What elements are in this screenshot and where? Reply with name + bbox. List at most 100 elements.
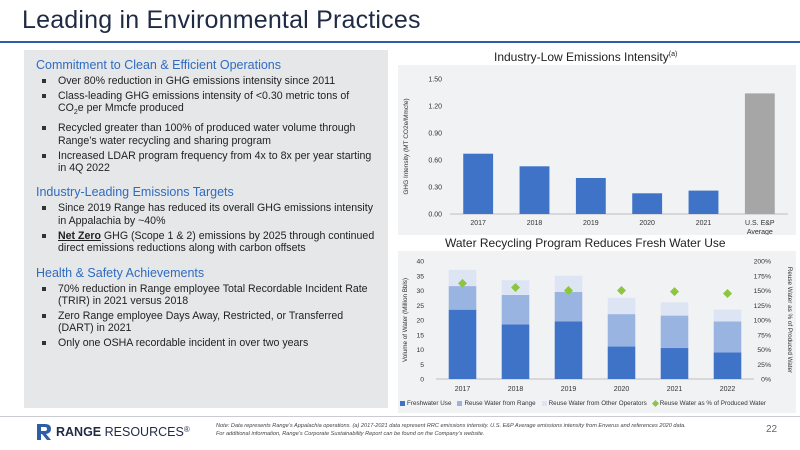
bullet-square-icon <box>42 206 46 211</box>
x-tick-label: Average <box>747 229 773 235</box>
footer-divider <box>0 416 800 417</box>
legend-diamond-icon <box>651 399 659 408</box>
legend-swatch <box>457 401 463 406</box>
x-tick-label: 2020 <box>614 386 630 393</box>
y2-tick-label: 150% <box>754 288 771 295</box>
reuse-pct-marker <box>564 286 573 295</box>
stack-segment <box>448 286 477 310</box>
reuse-pct-marker <box>617 286 626 295</box>
y-tick-label: 0.60 <box>428 158 442 165</box>
bullet-item: Over 80% reduction in GHG emissions inte… <box>36 75 376 87</box>
chart1-container: GHG Intensity (MT CO2e/Mmcfe) 0.00 0.30 0.6… <box>398 65 796 236</box>
section-heading: Industry-Leading Emissions Targets <box>36 185 234 200</box>
reuse-pct-marker <box>511 283 520 293</box>
y-tick-label: 5 <box>420 362 424 369</box>
range-resources-logo: RANGE RESOURCES® <box>36 423 190 441</box>
legend-label: Freshwater Use <box>407 400 452 407</box>
y-tick-label: 1.20 <box>428 104 442 111</box>
bullet-item: Recycled greater than 100% of produced w… <box>36 122 376 147</box>
bullet-item: Increased LDAR program frequency from 4x… <box>36 150 376 175</box>
stack-segment <box>660 348 689 379</box>
chart1-title: Industry-Low Emissions Intensity(a) <box>494 50 677 64</box>
left-sections: Commitment to Clean & Efficient Operatio… <box>36 58 376 350</box>
y-tick-label: 10 <box>416 347 424 354</box>
bullet-item: 70% reduction in Range employee Total Re… <box>36 283 376 308</box>
x-tick-label: 2021 <box>667 386 683 393</box>
y-tick-label: 30 <box>416 288 424 295</box>
y2-tick-label: 100% <box>754 318 771 325</box>
chart2-title: Water Recycling Program Reduces Fresh Wa… <box>445 236 726 250</box>
chart1-title-main: Industry-Low Emissions Intensity <box>494 50 669 64</box>
bullet-item: Class-leading GHG emissions intensity of… <box>36 90 376 120</box>
emissions-intensity-chart: GHG Intensity (MT CO2e/Mmcfe) 0.00 0.30 0.6… <box>403 77 788 236</box>
x-tick-label: 2018 <box>527 220 543 227</box>
stack-segment <box>660 315 689 349</box>
bullet-item: Since 2019 Range has reduced its overall… <box>36 202 376 227</box>
y2-tick-label: 200% <box>754 259 771 266</box>
legend-item: Reuse Water as % of Produced Water <box>651 399 767 408</box>
bullet-square-icon <box>42 93 46 98</box>
stack-segment <box>660 302 689 316</box>
stack-segment <box>713 352 742 379</box>
legend-item: Freshwater Use <box>400 400 451 407</box>
chart2-container: Volume of Water (Million Bbls) Reuse Wate… <box>398 251 796 413</box>
legend-swatch <box>400 401 405 406</box>
y-tick-label: 0.90 <box>428 131 442 138</box>
stack-segment <box>501 324 530 379</box>
y-tick-label: 1.50 <box>428 77 442 84</box>
bullet-item: Zero Range employee Days Away, Restricte… <box>36 310 376 335</box>
y2-tick-label: 50% <box>757 347 771 354</box>
x-tick-label: 2017 <box>470 220 486 227</box>
legend-label: Reuse Water from Other Operators <box>548 400 647 407</box>
bullet-item: Net Zero GHG (Scope 1 & 2) emissions by … <box>36 230 376 255</box>
y-axis-label: Volume of Water (Million Bbls) <box>402 278 409 362</box>
legend-swatch <box>541 401 547 406</box>
water-recycling-chart: Volume of Water (Million Bbls) Reuse Wate… <box>402 259 793 394</box>
bullet-list: Since 2019 Range has reduced its overall… <box>36 202 376 254</box>
stack-segment <box>554 291 583 322</box>
y-tick-label: 0 <box>420 377 424 384</box>
footnote: Note: Data represents Range’s Appalachia… <box>216 423 686 437</box>
x-tick-label: 2019 <box>583 220 599 227</box>
stack-segment <box>448 269 477 287</box>
section-heading: Commitment to Clean & Efficient Operatio… <box>36 58 282 72</box>
legend-item: Reuse Water from Other Operators <box>541 400 647 407</box>
chart2-title-main: Water Recycling Program Reduces Fresh Wa… <box>445 236 726 250</box>
legend-item: Reuse Water from Range <box>457 400 536 407</box>
bullet-square-icon <box>42 313 46 318</box>
bullet-item: Only one OSHA recordable incident in ove… <box>36 337 376 349</box>
left-text-panel: Commitment to Clean & Efficient Operatio… <box>24 50 388 408</box>
y2-tick-label: 0% <box>761 377 771 384</box>
bar <box>632 193 663 214</box>
reuse-pct-marker <box>723 288 732 298</box>
reuse-pct-marker <box>458 278 467 288</box>
chart2-legend: Freshwater Use Reuse Water from Range Reus… <box>400 399 796 408</box>
bullet-square-icon <box>42 233 46 238</box>
page-number: 22 <box>766 424 778 435</box>
y-tick-label: 35 <box>416 273 424 280</box>
range-r-icon <box>36 423 52 441</box>
y-tick-label: 15 <box>416 332 424 339</box>
stack-segment <box>554 275 583 292</box>
y2-tick-label: 75% <box>757 332 771 339</box>
legend-label: Reuse Water as % of Produced Water <box>659 400 767 407</box>
stack-segment <box>448 309 477 379</box>
bullet-square-icon <box>42 126 46 131</box>
x-tick-label: 2018 <box>508 386 524 393</box>
chart1-title-sup: (a) <box>668 51 678 58</box>
stack-segment <box>554 321 583 379</box>
y2-tick-label: 25% <box>757 362 771 369</box>
stack-segment <box>607 314 636 347</box>
page-title: Leading in Environmental Practices <box>22 6 421 34</box>
logo-text: RANGE RESOURCES® <box>56 425 190 439</box>
bar <box>688 190 719 214</box>
bullet-list: 70% reduction in Range employee Total Re… <box>36 283 376 350</box>
x-tick-label: 2017 <box>455 386 471 393</box>
x-tick-label: 2021 <box>696 220 712 227</box>
y-tick-label: 40 <box>416 259 424 266</box>
legend-label: Reuse Water from Range <box>464 400 536 407</box>
bullet-square-icon <box>42 79 46 83</box>
y2-tick-label: 175% <box>754 273 771 280</box>
y-tick-label: 0.00 <box>428 212 442 219</box>
